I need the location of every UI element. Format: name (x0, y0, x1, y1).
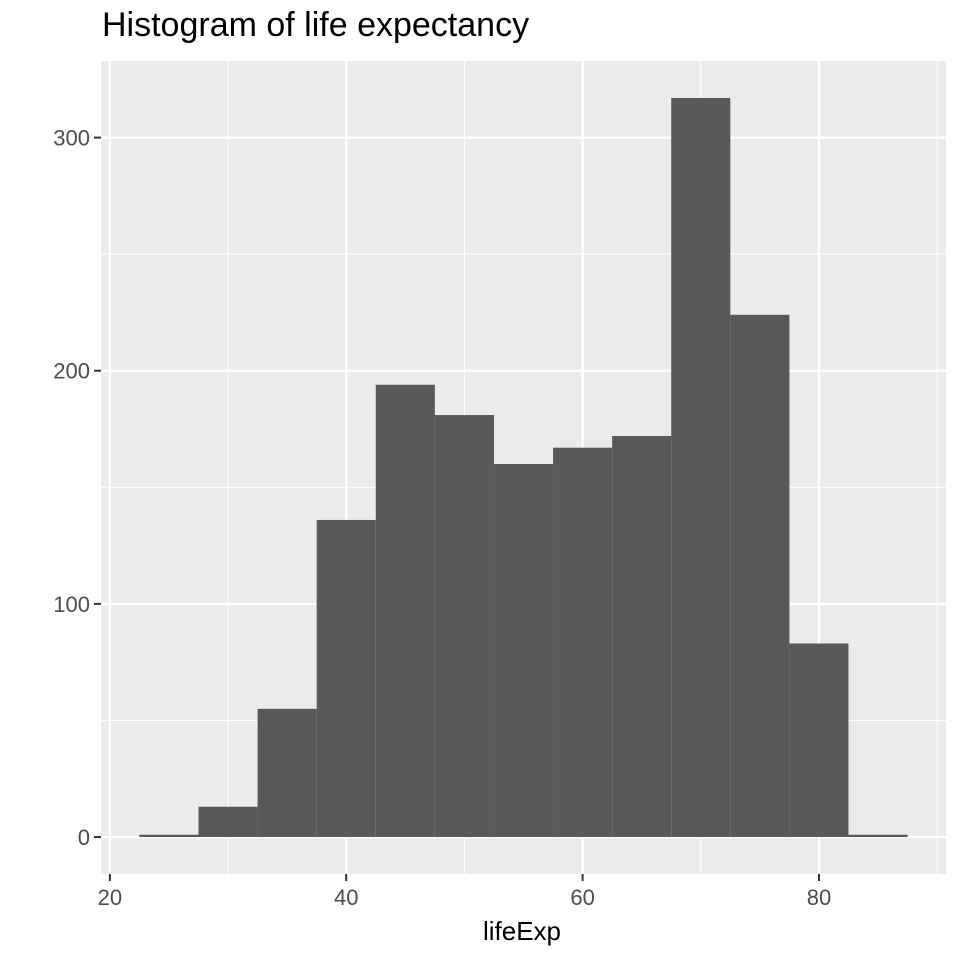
histogram-bar (612, 436, 672, 838)
x-tick-label: 40 (334, 885, 358, 910)
y-tick-label: 0 (78, 825, 90, 850)
histogram-bars (139, 97, 908, 838)
x-tick-label: 60 (570, 885, 594, 910)
x-tick-label: 80 (807, 885, 831, 910)
histogram-bar (198, 806, 258, 838)
histogram-bar (848, 834, 908, 838)
histogram-bar (434, 415, 494, 838)
histogram-bar (789, 643, 849, 838)
x-axis-label: lifeExp (483, 916, 561, 946)
histogram-bar (493, 464, 554, 838)
x-tick-label: 20 (98, 885, 122, 910)
histogram-bar (139, 834, 199, 838)
histogram-bar (316, 519, 376, 838)
histogram-bar (257, 708, 317, 838)
histogram-bar (553, 447, 613, 838)
y-tick-label: 200 (53, 359, 90, 384)
histogram-bar (375, 384, 435, 838)
x-axis: 20 40 60 80 (98, 874, 831, 910)
histogram-bar (671, 97, 731, 838)
y-tick-label: 300 (53, 126, 90, 151)
histogram-bar (730, 314, 790, 838)
y-tick-label: 100 (53, 592, 90, 617)
chart-title: Histogram of life expectancy (102, 6, 530, 44)
y-axis: 0 100 200 300 (53, 126, 101, 850)
